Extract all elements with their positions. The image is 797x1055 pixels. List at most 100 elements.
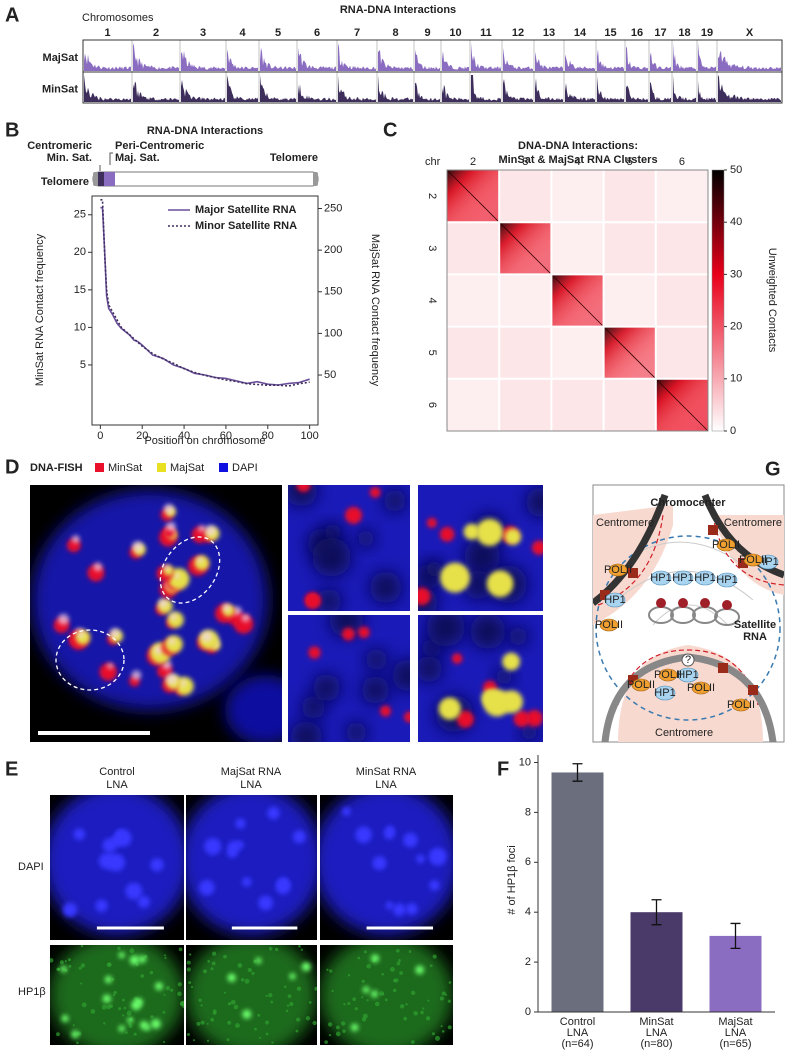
centromere-label: Centromere xyxy=(724,517,782,529)
nucleosome xyxy=(656,598,666,608)
signal-blob xyxy=(274,947,279,952)
signal-blob xyxy=(363,950,367,954)
column-header: MajSat RNA xyxy=(221,766,282,778)
track-signal xyxy=(298,84,336,102)
signal-blob xyxy=(241,877,252,887)
signal-blob xyxy=(200,1020,205,1025)
track-signal xyxy=(227,75,258,102)
signal-blob xyxy=(165,521,176,532)
signal-blob xyxy=(107,962,112,967)
track-signal xyxy=(260,47,296,71)
chromosome-label: 8 xyxy=(392,27,398,39)
track-signal xyxy=(565,83,595,102)
signal-blob xyxy=(134,997,143,1007)
signal-blob xyxy=(198,998,202,1002)
signal-blob xyxy=(233,1004,239,1010)
signal-blob xyxy=(188,953,192,956)
signal-blob xyxy=(265,1032,269,1036)
signal-blob xyxy=(403,711,410,723)
heatmap-cell xyxy=(447,326,500,379)
colorbar-label: Unweighted Contacts xyxy=(766,248,778,353)
signal-blob xyxy=(369,486,381,498)
nucleosome xyxy=(700,598,710,608)
signal-blob xyxy=(354,1007,358,1011)
schematic-label: Telomere xyxy=(270,152,318,164)
signal-blob xyxy=(226,846,238,858)
track-signal xyxy=(650,52,671,71)
x-category-label: 6 xyxy=(679,156,685,168)
track-signal xyxy=(84,53,131,71)
heatmap-cell xyxy=(655,222,708,275)
signal-blob xyxy=(311,537,352,578)
track-signal xyxy=(181,50,225,71)
signal-blob xyxy=(59,960,64,965)
signal-blob xyxy=(196,556,204,564)
hp1-protein xyxy=(650,570,672,586)
signal-blob xyxy=(286,1004,290,1007)
signal-blob xyxy=(425,1016,431,1021)
signal-blob xyxy=(439,526,455,542)
signal-blob xyxy=(456,710,474,728)
y-tick-label: 4 xyxy=(525,906,531,918)
signal-blob xyxy=(212,1010,217,1015)
signal-blob xyxy=(137,895,150,908)
signal-blob xyxy=(177,982,182,987)
hp1-label: HP1 xyxy=(677,669,698,681)
polii-complex xyxy=(631,678,651,692)
signal-blob xyxy=(76,1041,79,1045)
panel-subtitle: DNA-FISH xyxy=(30,462,83,474)
x-tick-label: 20 xyxy=(136,430,148,442)
signal-blob xyxy=(268,993,273,998)
diagram-title: Chromocenter xyxy=(650,497,726,509)
signal-blob xyxy=(93,562,103,572)
signal-blob xyxy=(427,999,430,1002)
signal-blob xyxy=(80,963,86,968)
signal-blob xyxy=(314,986,317,991)
signal-blob xyxy=(118,1007,122,1011)
colorbar-tick-label: 0 xyxy=(730,425,736,437)
track-signal xyxy=(378,49,413,71)
signal-blob xyxy=(102,994,112,1003)
signal-blob xyxy=(408,950,412,953)
track-signal xyxy=(597,49,624,71)
chromosome-rod xyxy=(92,171,319,187)
chart-title: RNA-DNA Interactions xyxy=(147,125,263,137)
chromosome-label: 18 xyxy=(678,27,690,39)
signal-blob xyxy=(441,991,446,996)
signal-blob xyxy=(163,503,174,514)
signal-blob xyxy=(448,981,452,984)
signal-blob xyxy=(328,615,364,638)
signal-blob xyxy=(207,960,211,963)
chromosome-label: 9 xyxy=(424,27,430,39)
signal-blob xyxy=(72,1024,75,1027)
y-category-label: 4 xyxy=(426,297,438,303)
polii-label: POLII xyxy=(654,669,682,681)
signal-blob xyxy=(418,587,431,606)
micrograph xyxy=(320,945,453,1045)
heatmap-cell xyxy=(551,170,604,223)
signal-blob xyxy=(329,969,333,973)
heatmap-cell xyxy=(447,378,500,431)
signal-blob xyxy=(186,967,191,972)
signal-blob xyxy=(231,606,242,617)
signal-blob xyxy=(296,1017,301,1022)
track-signal xyxy=(698,43,716,71)
diagonal xyxy=(498,221,552,275)
x-tick-label: (n=80) xyxy=(640,1038,672,1050)
signal-blob xyxy=(345,721,368,742)
signal-blob xyxy=(418,655,443,683)
chromosome-arm xyxy=(701,493,784,579)
series-line xyxy=(100,199,310,387)
hp1-protein xyxy=(694,570,716,586)
signal-blob xyxy=(312,1020,317,1026)
heatmap-cell xyxy=(603,170,656,223)
signal-blob xyxy=(301,695,326,720)
signal-blob xyxy=(370,954,380,963)
y-tick-label: 2 xyxy=(525,956,531,968)
track-signal xyxy=(718,75,781,102)
y-tick-label: 5 xyxy=(80,359,86,371)
y-tick-label: 0 xyxy=(525,1006,531,1018)
schematic-label: Maj. Sat. xyxy=(115,152,160,164)
chromosome-label: 6 xyxy=(314,27,320,39)
